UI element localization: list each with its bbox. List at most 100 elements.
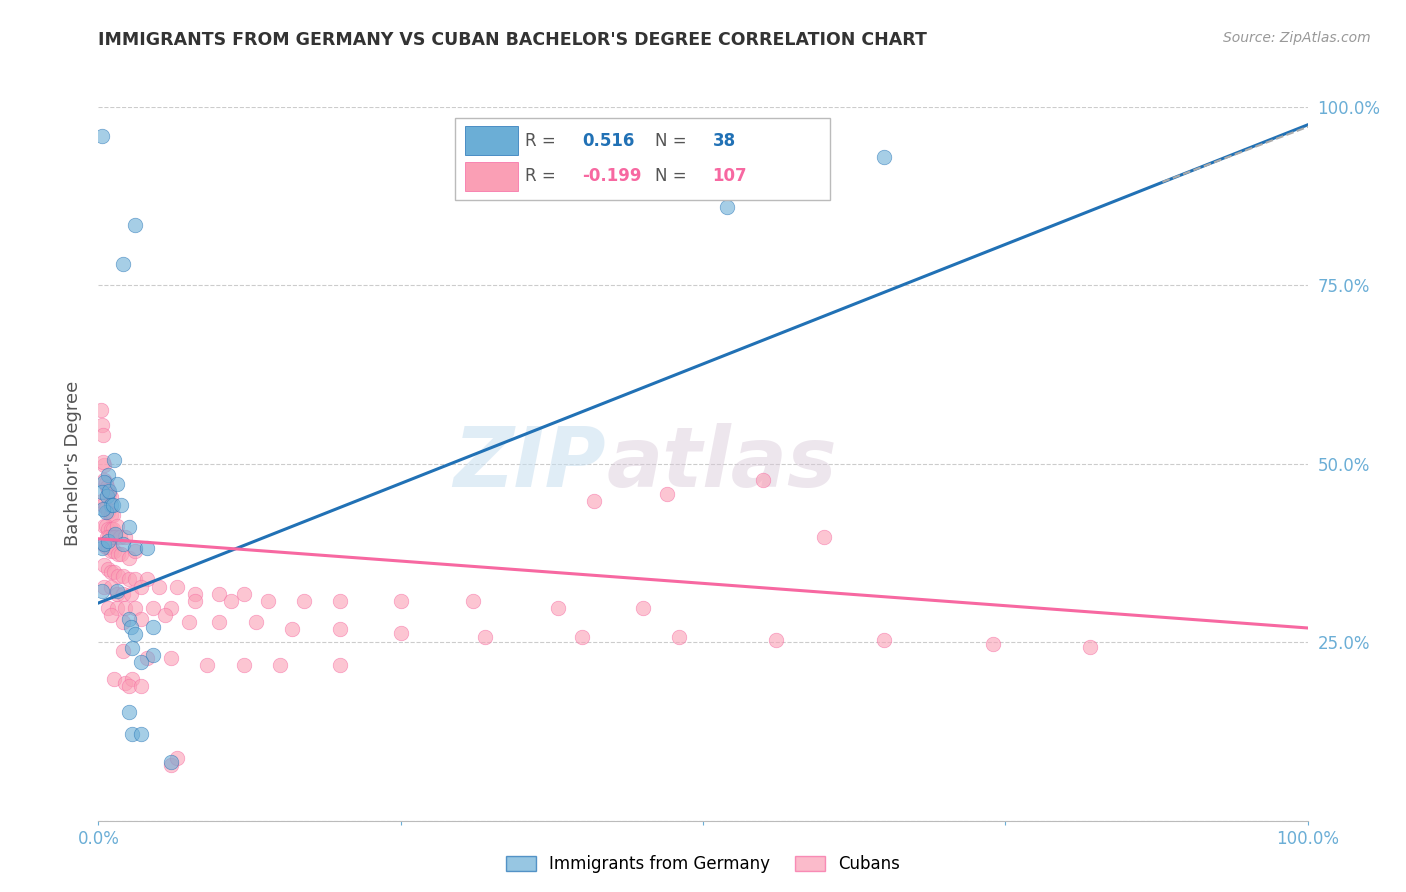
Point bbox=[160, 651, 183, 665]
Point bbox=[91, 485, 114, 500]
Text: 38: 38 bbox=[713, 132, 735, 150]
Point bbox=[100, 491, 122, 505]
Point bbox=[91, 455, 114, 469]
Point bbox=[98, 530, 121, 544]
Point bbox=[98, 487, 121, 501]
Point bbox=[97, 483, 120, 498]
Point bbox=[93, 458, 115, 473]
Point bbox=[111, 569, 134, 583]
Point bbox=[97, 467, 120, 482]
Point bbox=[232, 658, 254, 673]
Point bbox=[124, 544, 146, 558]
Point bbox=[118, 573, 141, 587]
Point bbox=[221, 594, 243, 608]
Point bbox=[93, 580, 115, 594]
Point bbox=[108, 530, 131, 544]
Point bbox=[668, 630, 690, 644]
Point bbox=[105, 476, 128, 491]
Point bbox=[105, 587, 128, 601]
Point bbox=[111, 644, 134, 658]
Point bbox=[160, 601, 183, 615]
Point bbox=[94, 505, 117, 519]
Point bbox=[96, 480, 118, 494]
Point bbox=[765, 633, 787, 648]
Point bbox=[93, 537, 115, 551]
Text: N =: N = bbox=[655, 132, 692, 150]
Point bbox=[111, 615, 134, 630]
Point bbox=[655, 487, 678, 501]
Point bbox=[118, 705, 141, 719]
Point bbox=[94, 541, 117, 555]
Point bbox=[91, 541, 114, 555]
Point bbox=[91, 501, 114, 516]
Point bbox=[129, 726, 152, 740]
Point bbox=[129, 612, 152, 626]
Point bbox=[142, 619, 165, 633]
Point bbox=[118, 680, 141, 694]
Point bbox=[91, 498, 114, 512]
Point bbox=[129, 655, 152, 669]
Point bbox=[752, 473, 775, 487]
Point bbox=[120, 587, 142, 601]
Text: Source: ZipAtlas.com: Source: ZipAtlas.com bbox=[1223, 31, 1371, 45]
Point bbox=[873, 150, 896, 164]
Point bbox=[184, 587, 207, 601]
Point bbox=[142, 648, 165, 662]
Point bbox=[111, 587, 134, 601]
Point bbox=[91, 428, 114, 442]
FancyBboxPatch shape bbox=[465, 162, 517, 191]
Point bbox=[91, 128, 114, 143]
Point bbox=[107, 548, 129, 562]
Point bbox=[97, 505, 120, 519]
Point bbox=[329, 623, 352, 637]
Point bbox=[104, 526, 127, 541]
Point bbox=[96, 489, 118, 503]
Point bbox=[329, 658, 352, 673]
Point bbox=[91, 537, 114, 551]
Point bbox=[121, 673, 143, 687]
Point bbox=[100, 566, 122, 580]
Point bbox=[981, 637, 1004, 651]
Point bbox=[583, 494, 606, 508]
Point bbox=[124, 218, 146, 232]
Text: 0.516: 0.516 bbox=[582, 132, 634, 150]
Point bbox=[195, 658, 218, 673]
Point bbox=[118, 612, 141, 626]
Point bbox=[269, 658, 291, 673]
Point bbox=[114, 676, 136, 690]
Point bbox=[100, 544, 122, 558]
Point bbox=[121, 640, 143, 655]
Point bbox=[148, 580, 170, 594]
Point bbox=[97, 562, 120, 576]
Point bbox=[873, 633, 896, 648]
Point bbox=[571, 630, 593, 644]
Point bbox=[135, 541, 157, 555]
Text: IMMIGRANTS FROM GERMANY VS CUBAN BACHELOR'S DEGREE CORRELATION CHART: IMMIGRANTS FROM GERMANY VS CUBAN BACHELO… bbox=[98, 31, 928, 49]
Point bbox=[389, 626, 412, 640]
Text: N =: N = bbox=[655, 168, 692, 186]
Point bbox=[97, 523, 120, 537]
Point bbox=[716, 200, 738, 214]
Point bbox=[124, 601, 146, 615]
Point bbox=[100, 508, 122, 523]
Point bbox=[142, 601, 165, 615]
Point bbox=[120, 619, 142, 633]
Point bbox=[292, 594, 315, 608]
Point bbox=[111, 537, 134, 551]
Point bbox=[97, 533, 120, 548]
Point bbox=[121, 726, 143, 740]
Point bbox=[160, 758, 183, 772]
Point bbox=[281, 623, 304, 637]
Point bbox=[97, 601, 120, 615]
Point bbox=[100, 608, 122, 623]
Point bbox=[104, 530, 127, 544]
Point bbox=[124, 573, 146, 587]
Point bbox=[91, 494, 114, 508]
Point bbox=[118, 519, 141, 533]
Legend: Immigrants from Germany, Cubans: Immigrants from Germany, Cubans bbox=[499, 849, 907, 880]
Point bbox=[124, 626, 146, 640]
Point bbox=[91, 417, 114, 432]
Point bbox=[329, 594, 352, 608]
Point bbox=[1078, 640, 1101, 655]
Point bbox=[107, 569, 129, 583]
